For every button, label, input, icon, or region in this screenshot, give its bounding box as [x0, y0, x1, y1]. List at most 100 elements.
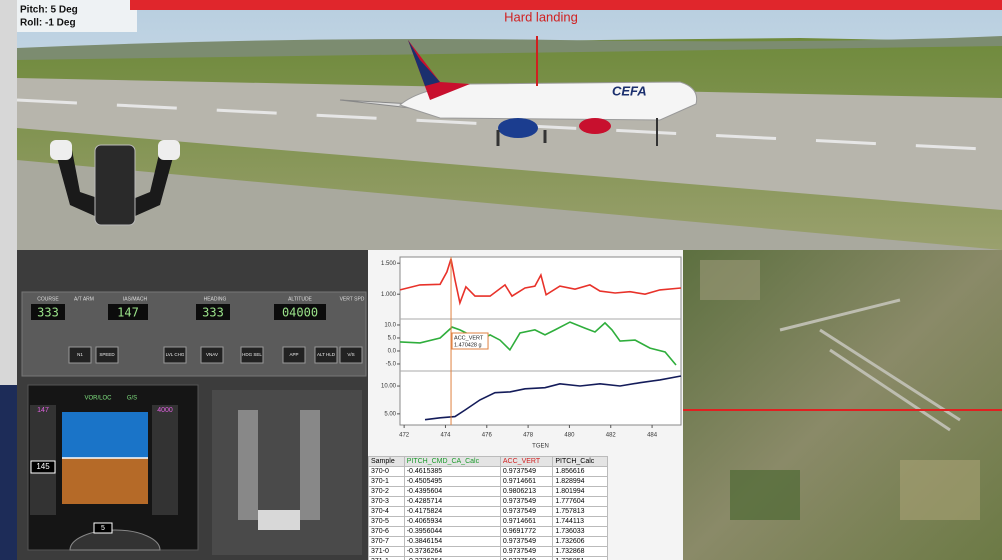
table-cell: 0.9737549 — [500, 507, 552, 517]
pfd-altitude: 4000 — [157, 407, 173, 414]
mcp-display-value: 333 — [37, 306, 59, 320]
mcp-label: VERT SPD — [340, 296, 365, 302]
x-tick-label: 476 — [482, 433, 493, 439]
x-tick-label: 472 — [399, 433, 410, 439]
table-row: 370-3-0.42857140.97375491.777604 — [369, 497, 608, 507]
pfd-heading: 5 — [101, 525, 105, 532]
mcp-label: A/T ARM — [74, 296, 94, 302]
table-cell: 1.801994 — [553, 487, 608, 497]
column-header: ACC_VERT — [500, 457, 552, 467]
table-cell: 370-3 — [369, 497, 405, 507]
table-cell: -0.4175824 — [404, 507, 500, 517]
x-tick-label: 482 — [606, 433, 617, 439]
table-cell: 370-7 — [369, 537, 405, 547]
table-cell: -0.4285714 — [404, 497, 500, 507]
mcp-label: ALTITUDE — [288, 296, 312, 302]
y-tick-label: -5.0 — [386, 362, 397, 368]
side-strip-dark — [0, 385, 17, 560]
table-cell: 1.856616 — [553, 467, 608, 477]
mcp-button-label: HDG SEL — [242, 352, 262, 357]
y-tick-label: 5.0 — [388, 336, 397, 342]
table-cell: 0.9737549 — [500, 557, 552, 560]
table-cell: 371-0 — [369, 547, 405, 557]
table-cell: 1.744113 — [553, 517, 608, 527]
table-cell: 370-0 — [369, 467, 405, 477]
pfd-speed: 147 — [37, 407, 49, 414]
speed-tape — [30, 405, 56, 515]
table-cell: -0.4505495 — [404, 477, 500, 487]
mcp-display-value: 04000 — [282, 306, 318, 320]
mcp-button-label: N1 — [77, 352, 83, 357]
x-tick-label: 478 — [523, 433, 534, 439]
table-cell: 371-1 — [369, 557, 405, 560]
x-axis-label: TGEN — [532, 444, 549, 450]
pfd-mode: VOR/LOC — [84, 396, 112, 402]
mcp-label: IAS/MACH — [123, 296, 148, 302]
y-tick-label: 0.0 — [388, 349, 397, 355]
y-tick-label: 10.0 — [384, 323, 396, 329]
table-cell: 0.9737549 — [500, 467, 552, 477]
mcp-button-label: V/S — [347, 352, 354, 357]
table-cell: 370-4 — [369, 507, 405, 517]
table-cell: 0.9691772 — [500, 527, 552, 537]
table-cell: 1.757813 — [553, 507, 608, 517]
table-cell: 0.9806213 — [500, 487, 552, 497]
throttle-lever — [300, 410, 320, 520]
y-tick-label: 1.500 — [381, 261, 397, 267]
table-cell: 370-6 — [369, 527, 405, 537]
table-cell: -0.3956044 — [404, 527, 500, 537]
livery-text: CEFA — [612, 83, 647, 98]
table-row: 370-4-0.41758240.97375491.757813 — [369, 507, 608, 517]
table-cell: 370-1 — [369, 477, 405, 487]
table-cell: 1.777604 — [553, 497, 608, 507]
throttle-quadrant — [212, 390, 362, 555]
column-header: PITCH_Calc — [553, 457, 608, 467]
table-cell: 370-2 — [369, 487, 405, 497]
pfd-mode: G/S — [127, 396, 137, 402]
adi-sky — [62, 412, 148, 458]
table-cell: 1.732606 — [553, 537, 608, 547]
table-cell: -0.3736264 — [404, 557, 500, 560]
x-tick-label: 480 — [564, 433, 575, 439]
table-cell: 1.735851 — [553, 557, 608, 560]
x-tick-label: 484 — [647, 433, 658, 439]
table-cell: 0.9737549 — [500, 537, 552, 547]
table-cell: -0.3736264 — [404, 547, 500, 557]
mcp-label: COURSE — [37, 296, 59, 302]
throttle-lever — [238, 410, 258, 520]
status-pitch: Pitch: 5 Deg — [20, 5, 78, 16]
y-tick-label: 1.000 — [381, 292, 397, 298]
table-cell: -0.4615385 — [404, 467, 500, 477]
table-cell: 0.9714661 — [500, 477, 552, 487]
mcp-button-label: LVL CHG — [166, 352, 185, 357]
table-cell: -0.4065934 — [404, 517, 500, 527]
column-header: Sample — [369, 457, 405, 467]
mcp-button-label: VNAV — [206, 352, 218, 357]
table-cell: 0.9737549 — [500, 547, 552, 557]
table-cell: -0.3846154 — [404, 537, 500, 547]
mcp-button-label: ALT HLD — [317, 352, 336, 357]
screenshot: {"status_box": {"pitch": "Pitch: 5 Deg",… — [0, 0, 1002, 560]
mcp-display-value: 333 — [202, 306, 224, 320]
y-tick-label: 10.00 — [381, 384, 397, 390]
side-strip — [0, 0, 17, 385]
table-cell: 1.736033 — [553, 527, 608, 537]
throttle-handle — [258, 510, 300, 530]
mcp-button-label: APP — [289, 352, 298, 357]
y-tick-label: 5.00 — [384, 411, 396, 417]
cursor-label: ACC_VERT — [454, 335, 484, 341]
mcp-button-label: SPEED — [99, 352, 115, 357]
mcp-label: HEADING — [204, 296, 227, 302]
table-cell: 1.828994 — [553, 477, 608, 487]
table-cell: 0.9737549 — [500, 497, 552, 507]
mcp-display-value: 147 — [117, 306, 139, 320]
table-cell: 1.732868 — [553, 547, 608, 557]
